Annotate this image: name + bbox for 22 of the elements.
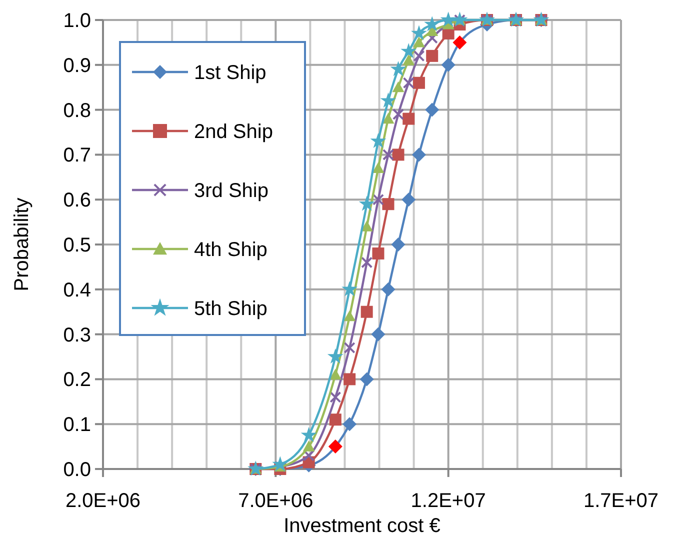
x-axis-title: Investment cost € bbox=[284, 515, 440, 537]
y-tick-label: 0.3 bbox=[63, 324, 91, 346]
y-tick-label: 0.2 bbox=[63, 369, 91, 392]
x-tick-label: 1.2E+07 bbox=[410, 490, 486, 512]
y-tick-label: 0.7 bbox=[63, 144, 91, 167]
legend-label: 2nd Ship bbox=[194, 121, 273, 143]
y-axis-title: Probability bbox=[11, 198, 33, 292]
y-tick-label: 0.8 bbox=[63, 100, 91, 122]
y-tick-label: 0.1 bbox=[63, 414, 91, 436]
legend-label: 4th Ship bbox=[194, 239, 268, 261]
legend-label: 3rd Ship bbox=[194, 180, 268, 202]
y-tick-label: 0.9 bbox=[63, 54, 91, 77]
y-tick-label: 0.4 bbox=[63, 279, 91, 302]
x-tick-label: 7.0E+06 bbox=[238, 490, 314, 512]
x-tick-label: 2.0E+06 bbox=[65, 490, 141, 512]
x-tick-label: 1.7E+07 bbox=[583, 490, 659, 512]
legend-label: 5th Ship bbox=[194, 298, 268, 320]
y-tick-label: 0.6 bbox=[63, 190, 91, 212]
y-tick-label: 1.0 bbox=[63, 10, 91, 32]
y-tick-label: 0.5 bbox=[63, 234, 91, 256]
y-tick-label: 0.0 bbox=[63, 459, 91, 481]
legend-label: 1st Ship bbox=[194, 62, 266, 84]
